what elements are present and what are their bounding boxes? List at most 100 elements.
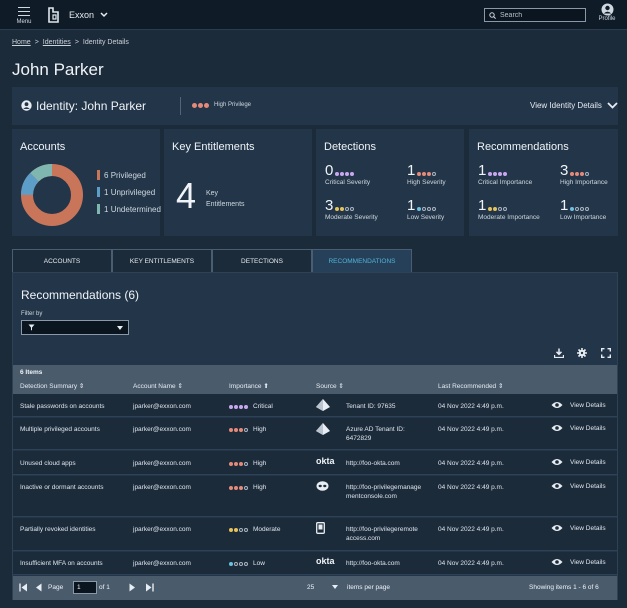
sort-icon: ⇕ <box>338 383 344 390</box>
search-input[interactable] <box>500 11 580 19</box>
source: http://foo-okta.com <box>346 460 400 467</box>
table-row[interactable]: Unused cloud apps jparker@exxon.com High… <box>13 451 617 475</box>
card-title: Detections <box>324 141 376 153</box>
column-header-importance[interactable]: Importance ⬆ <box>229 383 269 390</box>
okta-logo: okta <box>316 456 335 466</box>
legend-unprivileged: 1 Unprivileged <box>97 187 155 197</box>
importance-dots <box>229 561 249 566</box>
search-box[interactable] <box>484 8 586 22</box>
importance-dots <box>229 461 249 466</box>
table-row[interactable]: Partially revoked identities jparker@exx… <box>13 518 617 551</box>
importance-dots <box>570 207 590 211</box>
tab-bar: ACCOUNTS KEY ENTITLEMENTS DETECTIONS REC… <box>12 249 618 273</box>
per-page-label: items per page <box>347 584 390 591</box>
tab-key-entitlements[interactable]: KEY ENTITLEMENTS <box>112 249 212 273</box>
view-details-button[interactable]: View Details <box>551 424 606 432</box>
tab-accounts[interactable]: ACCOUNTS <box>12 249 112 273</box>
stat-label: Low Severity <box>407 214 445 221</box>
identity-title: Identity: John Parker <box>36 99 147 113</box>
source: http://foo-privilegeremoteaccess.com <box>346 526 418 542</box>
column-header-detection-summary[interactable]: Detection Summary ⇕ <box>20 383 85 390</box>
importance: Critical <box>229 402 273 411</box>
severity-dots <box>417 207 437 211</box>
stat-high-severity: 1 High Severity <box>407 162 446 186</box>
column-header-source[interactable]: Source ⇕ <box>316 383 344 390</box>
card-title: Key Entitlements <box>172 141 255 153</box>
source: Azure AD Tenant ID: 6472829 <box>346 426 405 442</box>
column-header-account-name[interactable]: Account Name ⇕ <box>133 383 183 390</box>
fullscreen-icon[interactable] <box>601 348 611 358</box>
user-icon <box>601 3 613 16</box>
filter-dropdown[interactable] <box>21 320 129 335</box>
profile-button[interactable]: Profile <box>594 3 620 22</box>
view-identity-details-button[interactable]: View Identity Details <box>530 101 618 110</box>
source: http://foo-privilegemanagementconsole.co… <box>346 484 422 500</box>
importance: High <box>229 483 266 492</box>
page-label: Page <box>48 584 64 591</box>
first-page-icon[interactable] <box>19 583 28 592</box>
page-input[interactable] <box>73 581 97 594</box>
breadcrumb-current: Identity Details <box>82 39 129 46</box>
column-header-last-recommended[interactable]: Last Recommended ⇕ <box>438 383 504 390</box>
menu-button[interactable]: Menu <box>12 4 36 25</box>
breadcrumb-separator: > <box>34 39 39 46</box>
view-details-button[interactable]: View Details <box>551 558 606 566</box>
account-name: jparker@exxon.com <box>133 460 191 467</box>
breadcrumb: Home > Identities > Identity Details <box>12 39 129 46</box>
severity-dots <box>417 172 437 176</box>
stat-critical-severity: 0 Critical Severity <box>325 162 370 186</box>
tab-recommendations[interactable]: RECOMMENDATIONS <box>312 249 412 273</box>
legend-label: Privileged <box>110 170 146 180</box>
breadcrumb-separator: > <box>74 39 79 46</box>
last-recommended: 04 Nov 2022 4:49 p.m. <box>438 403 504 410</box>
view-details-button[interactable]: View Details <box>551 482 606 490</box>
org-switcher[interactable]: Exxon <box>69 10 108 20</box>
stat-number: 1 <box>407 162 416 179</box>
stat-number: 3 <box>560 162 569 179</box>
table-row[interactable]: Inactive or dormant accounts jparker@exx… <box>13 476 617 517</box>
stat-label: High Importance <box>560 179 608 186</box>
last-recommended: 04 Nov 2022 4:49 p.m. <box>438 526 504 533</box>
caret-down-icon <box>117 326 123 330</box>
table-row[interactable]: Insufficient MFA on accounts jparker@exx… <box>13 552 617 575</box>
recommendations-panel: Recommendations (6) Filter by 6 Items De… <box>12 272 618 600</box>
last-page-icon[interactable] <box>145 583 154 592</box>
next-page-icon[interactable] <box>129 583 136 592</box>
per-page-dropdown[interactable]: 25 <box>307 584 339 591</box>
importance: High <box>229 425 266 434</box>
last-recommended: 04 Nov 2022 4:49 p.m. <box>438 560 504 567</box>
legend-swatch <box>97 187 100 197</box>
sort-icon: ⇕ <box>177 383 183 390</box>
filter-label: Filter by <box>21 311 43 317</box>
search-icon <box>489 11 496 19</box>
view-identity-label: View Identity Details <box>530 101 602 110</box>
view-details-button[interactable]: View Details <box>551 401 606 409</box>
filter-icon <box>28 324 35 331</box>
azure-icon <box>316 399 330 411</box>
top-bar: Menu Exxon Profile <box>0 0 627 30</box>
sort-icon: ⬆ <box>263 383 269 390</box>
download-icon[interactable] <box>554 348 564 358</box>
table-row[interactable]: Multiple privileged accounts jparker@exx… <box>13 418 617 450</box>
view-details-button[interactable]: View Details <box>551 524 606 532</box>
table-row[interactable]: Stale passwords on accounts jparker@exxo… <box>13 394 617 417</box>
importance-dots <box>229 427 249 432</box>
gear-icon[interactable] <box>577 348 587 358</box>
legend-count: 6 <box>104 170 109 180</box>
account-name: jparker@exxon.com <box>133 426 191 433</box>
stat-label: Moderate Severity <box>325 214 378 221</box>
view-details-button[interactable]: View Details <box>551 458 606 466</box>
stat-label: Critical Importance <box>478 179 533 186</box>
stat-moderate-severity: 3 Moderate Severity <box>325 197 378 221</box>
breadcrumb-identities[interactable]: Identities <box>42 39 71 46</box>
showing-items: Showing items 1 - 6 of 6 <box>529 584 599 591</box>
key-entitlements-card: Key Entitlements 4 Key Entitlements <box>164 129 312 236</box>
prev-page-icon[interactable] <box>35 583 42 592</box>
okta-logo: okta <box>316 556 335 566</box>
detections-card: Detections 0 Critical Severity 1 High Se… <box>316 129 464 236</box>
account-name: jparker@exxon.com <box>133 560 191 567</box>
breadcrumb-home[interactable]: Home <box>12 39 31 46</box>
tab-detections[interactable]: DETECTIONS <box>212 249 312 273</box>
importance-dots <box>229 485 249 490</box>
user-circle-icon <box>21 100 32 111</box>
